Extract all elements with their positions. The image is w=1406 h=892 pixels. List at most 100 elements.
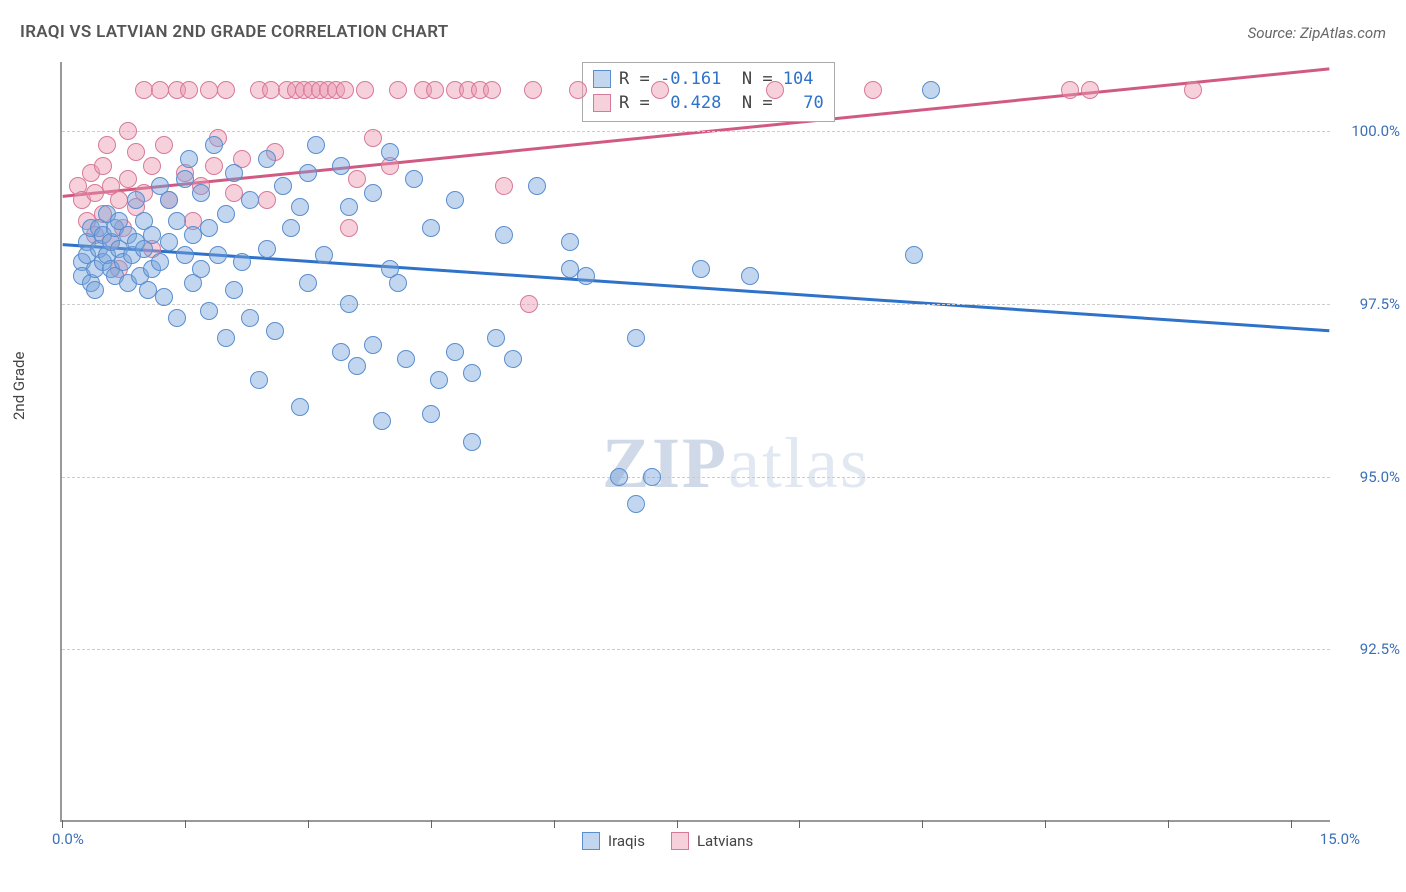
data-point-iraqis (495, 226, 513, 244)
watermark: ZIPatlas (602, 422, 870, 505)
y-tick-label: 97.5% (1360, 295, 1400, 313)
data-point-latvians (205, 157, 223, 175)
data-point-iraqis (422, 219, 440, 237)
data-point-latvians (225, 184, 243, 202)
data-point-iraqis (241, 309, 259, 327)
data-point-latvians (364, 129, 382, 147)
r-value-latvians: 0.428 (670, 93, 721, 113)
data-point-iraqis (332, 157, 350, 175)
stats-row-iraqis: R = -0.161 N = 104 (593, 67, 824, 91)
data-point-iraqis (430, 371, 448, 389)
x-tick (554, 820, 555, 828)
data-point-iraqis (250, 371, 268, 389)
data-point-iraqis (397, 350, 415, 368)
data-point-iraqis (389, 274, 407, 292)
data-point-iraqis (168, 309, 186, 327)
data-point-iraqis (233, 253, 251, 271)
data-point-latvians (151, 81, 169, 99)
data-point-iraqis (422, 405, 440, 423)
data-point-iraqis (348, 357, 366, 375)
data-point-iraqis (528, 177, 546, 195)
y-tick-label: 95.0% (1360, 468, 1400, 486)
data-point-iraqis (217, 205, 235, 223)
data-point-iraqis (627, 329, 645, 347)
data-point-iraqis (225, 281, 243, 299)
data-point-iraqis (241, 191, 259, 209)
data-point-iraqis (741, 267, 759, 285)
data-point-iraqis (577, 267, 595, 285)
data-point-iraqis (291, 398, 309, 416)
data-point-iraqis (340, 198, 358, 216)
data-point-latvians (524, 81, 542, 99)
data-point-latvians (483, 81, 501, 99)
data-point-iraqis (192, 260, 210, 278)
data-point-iraqis (217, 329, 235, 347)
data-point-latvians (258, 191, 276, 209)
data-point-iraqis (373, 412, 391, 430)
data-point-iraqis (381, 143, 399, 161)
data-point-latvians (86, 184, 104, 202)
x-tick (922, 820, 923, 828)
trend-lines-layer (62, 62, 1330, 820)
data-point-iraqis (86, 281, 104, 299)
data-point-latvians (119, 122, 137, 140)
data-point-latvians (766, 81, 784, 99)
data-point-iraqis (282, 219, 300, 237)
data-point-latvians (651, 81, 669, 99)
data-point-iraqis (405, 170, 423, 188)
data-point-iraqis (168, 212, 186, 230)
data-point-iraqis (332, 343, 350, 361)
data-point-iraqis (143, 226, 161, 244)
x-tick (677, 820, 678, 828)
data-point-latvians (348, 170, 366, 188)
data-point-iraqis (274, 177, 292, 195)
data-point-latvians (180, 81, 198, 99)
gridline-h (62, 304, 1330, 305)
data-point-latvians (135, 81, 153, 99)
data-point-latvians (520, 295, 538, 313)
chart-title: IRAQI VS LATVIAN 2ND GRADE CORRELATION C… (20, 22, 449, 42)
data-point-iraqis (299, 274, 317, 292)
x-tick (799, 820, 800, 828)
gridline-h (62, 477, 1330, 478)
data-point-latvians (94, 157, 112, 175)
watermark-bold: ZIP (602, 423, 728, 503)
data-point-iraqis (200, 302, 218, 320)
x-tick (1045, 820, 1046, 828)
data-point-latvians (155, 136, 173, 154)
data-point-latvians (1081, 81, 1099, 99)
r-value-iraqis: -0.161 (660, 69, 721, 89)
x-tick (62, 820, 63, 828)
data-point-latvians (127, 143, 145, 161)
data-point-latvians (864, 81, 882, 99)
data-point-iraqis (610, 468, 628, 486)
legend-item-iraqis: Iraqis (582, 832, 645, 850)
data-point-latvians (495, 177, 513, 195)
data-point-latvians (1061, 81, 1079, 99)
data-point-iraqis (258, 240, 276, 258)
stats-legend: R = -0.161 N = 104 R = 0.428 N = 70 (582, 62, 835, 122)
data-point-iraqis (643, 468, 661, 486)
plot-area: ZIPatlas R = -0.161 N = 104 R = 0.428 N … (60, 62, 1330, 822)
data-point-iraqis (184, 226, 202, 244)
y-axis-label: 2nd Grade (10, 352, 28, 420)
data-point-latvians (336, 81, 354, 99)
data-point-iraqis (315, 246, 333, 264)
legend-item-latvians: Latvians (671, 832, 753, 850)
x-axis-min-label: 0.0% (52, 830, 84, 848)
x-tick (1291, 820, 1292, 828)
data-point-iraqis (905, 246, 923, 264)
data-point-iraqis (127, 191, 145, 209)
data-point-latvians (217, 81, 235, 99)
series-legend: Iraqis Latvians (582, 832, 753, 850)
swatch-iraqis-bottom (582, 832, 600, 850)
source-attribution: Source: ZipAtlas.com (1248, 24, 1386, 42)
data-point-latvians (356, 81, 374, 99)
data-point-iraqis (561, 260, 579, 278)
data-point-iraqis (209, 246, 227, 264)
data-point-iraqis (487, 329, 505, 347)
x-axis-max-label: 15.0% (1320, 830, 1360, 848)
data-point-iraqis (446, 343, 464, 361)
data-point-iraqis (200, 219, 218, 237)
data-point-iraqis (139, 281, 157, 299)
